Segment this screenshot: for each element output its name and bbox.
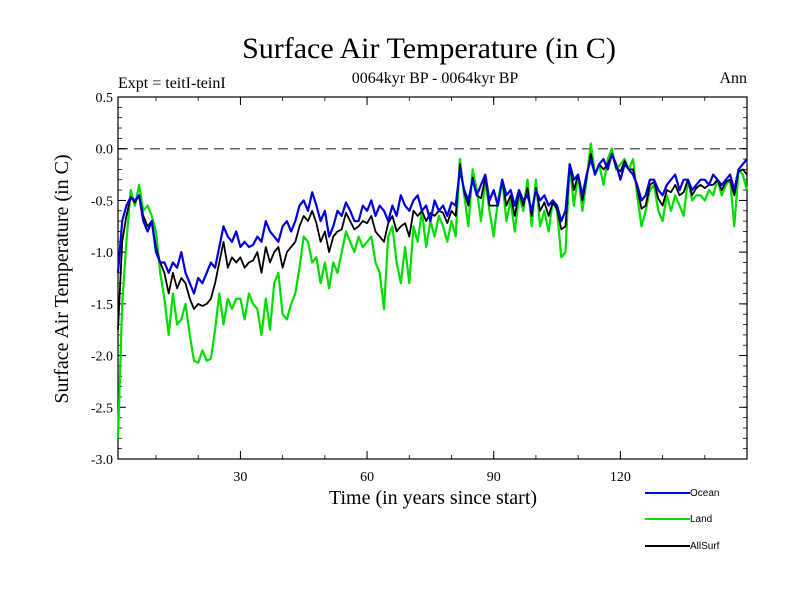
experiment-label: Expt = teitI-teinI [118,75,226,92]
legend-label-land: Land [690,514,712,525]
legend-label-ocean: Ocean [690,488,719,499]
x-axis-label: Time (in years since start) [329,487,537,509]
y-tick-label: -2.0 [91,350,113,365]
y-tick-label: -0.5 [91,194,113,209]
legend: Ocean Land AllSurf [645,488,720,552]
plot-area: 0.5 0.0 -0.5 -1.0 -1.5 -2.0 -2.5 -3.0 30 60 90 120 [91,91,749,485]
y-tick-label: 0.5 [96,91,114,106]
x-tick-label: 30 [233,470,247,485]
x-tick-label: 60 [360,470,374,485]
y-tick-label: -2.5 [91,401,113,416]
legend-label-allsurf: AllSurf [690,541,720,552]
season-label: Ann [719,70,747,87]
y-axis-label: Surface Air Temperature (in C) [51,154,73,403]
chart-subtitle: 0064kyr BP - 0064kyr BP [352,70,519,87]
x-tick-label: 90 [487,470,501,485]
y-tick-label: -1.5 [91,298,113,313]
x-tick-label: 120 [610,470,631,485]
y-tick-label: 0.0 [96,143,114,158]
chart-title: Surface Air Temperature (in C) [242,32,616,65]
y-tick-label: -1.0 [91,246,113,261]
series-line-ocean [116,152,748,295]
y-tick-label: -3.0 [91,453,113,468]
plot-frame [117,96,748,460]
series-line-land [116,142,749,439]
